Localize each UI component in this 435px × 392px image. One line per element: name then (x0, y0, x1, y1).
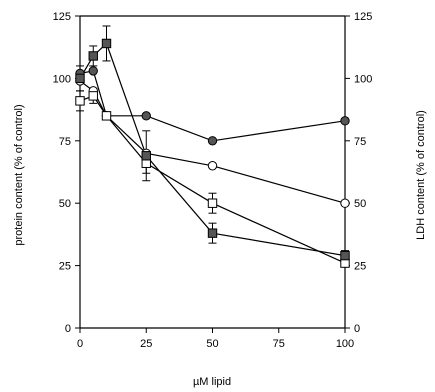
data-point-square-open (88, 91, 98, 101)
data-point-circle-filled (340, 116, 350, 126)
y-tick-label-left: 50 (59, 198, 71, 210)
y-tick-label-right: 100 (354, 73, 372, 85)
data-point-circle-filled (141, 111, 151, 121)
y-tick-label-left: 100 (53, 73, 71, 85)
y-tick-label-left: 75 (59, 136, 71, 148)
y-tick-label-right: 0 (354, 323, 360, 335)
y-tick-label-left: 25 (59, 261, 71, 273)
data-point-square-open (75, 96, 85, 106)
axis-ticks (75, 15, 350, 333)
x-tick-label: 0 (77, 338, 83, 350)
data-point-circle-open (207, 161, 218, 171)
data-point-circle-open (340, 198, 350, 208)
y-axis-title-left: protein content (% of control) (13, 104, 25, 245)
series-markers (75, 38, 350, 268)
x-tick-label: 100 (336, 338, 354, 350)
y-axis-title-right: LDH content (% of control) (415, 110, 427, 240)
data-point-square-open (101, 111, 112, 121)
data-point-circle-filled (207, 136, 218, 146)
y-tick-label-left: 0 (65, 323, 71, 335)
data-point-square-filled (207, 228, 218, 238)
y-tick-label-right: 50 (354, 198, 366, 210)
y-tick-label-right: 125 (354, 11, 372, 23)
data-point-square-filled (75, 73, 85, 84)
x-axis-title: µM lipid (193, 376, 231, 388)
data-point-square-filled (340, 250, 350, 261)
data-point-square-filled (141, 151, 151, 161)
y-tick-label-right: 75 (354, 136, 366, 148)
x-tick-label: 75 (273, 338, 285, 350)
y-tick-label-left: 125 (53, 11, 71, 23)
data-point-circle-filled (88, 66, 98, 76)
data-point-square-open (207, 198, 218, 208)
data-point-square-filled (88, 51, 98, 61)
plot-frame (79, 15, 346, 329)
x-tick-label: 50 (206, 338, 218, 350)
x-tick-label: 25 (140, 338, 152, 350)
data-point-square-filled (101, 38, 112, 49)
y-tick-label-right: 25 (354, 261, 366, 273)
